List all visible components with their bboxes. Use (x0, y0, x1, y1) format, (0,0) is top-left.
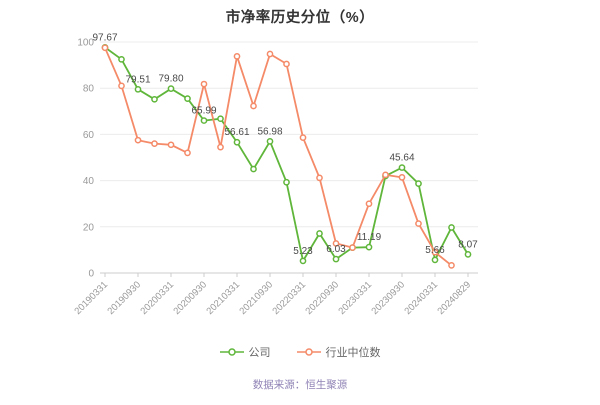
x-axis-label: 20220930 (303, 279, 341, 317)
y-axis-label: 0 (88, 269, 94, 280)
data-point-行业中位数 (299, 134, 307, 141)
data-point-公司 (250, 165, 257, 173)
data-point-公司 (167, 85, 175, 93)
legend-label: 公司 (248, 347, 271, 359)
y-axis-label: 40 (83, 176, 95, 187)
data-label: 79.51 (125, 74, 150, 85)
data-label: 56.98 (257, 126, 282, 137)
data-point-行业中位数 (349, 244, 356, 251)
data-point-行业中位数 (250, 102, 257, 110)
legend-item-公司[interactable]: 公司 (219, 344, 271, 360)
data-point-公司 (316, 230, 323, 237)
data-point-公司 (134, 85, 142, 93)
y-axis-label: 20 (83, 222, 95, 233)
chart-legend: 公司 行业中位数 (0, 344, 600, 360)
data-point-公司 (365, 243, 373, 251)
data-point-公司 (431, 256, 439, 264)
data-point-行业中位数 (184, 149, 191, 157)
data-point-公司 (118, 55, 125, 63)
x-axis-label: 20210331 (204, 279, 242, 317)
x-axis-label: 20200930 (171, 279, 209, 317)
data-label: 6.03 (326, 244, 346, 255)
legend-marker-icon (296, 348, 321, 356)
data-point-公司 (398, 164, 406, 171)
x-axis-label: 20240331 (402, 279, 440, 317)
data-point-公司 (415, 180, 422, 187)
x-axis-label: 20190930 (105, 279, 143, 317)
data-label: 45.64 (389, 153, 414, 164)
data-point-公司 (151, 95, 158, 103)
y-axis-label: 80 (83, 84, 95, 95)
data-point-行业中位数 (266, 50, 274, 58)
data-point-行业中位数 (167, 141, 175, 149)
data-label: 5.66 (425, 245, 445, 256)
x-axis-label: 20220331 (270, 279, 308, 317)
data-point-公司 (233, 138, 241, 146)
x-axis-label: 20230331 (336, 279, 374, 317)
data-point-行业中位数 (283, 60, 290, 68)
data-point-公司 (332, 255, 340, 263)
data-label: 8.07 (458, 239, 478, 250)
series-line-行业中位数 (104, 47, 453, 267)
legend-item-行业中位数[interactable]: 行业中位数 (296, 344, 381, 360)
data-label: 79.80 (158, 74, 183, 85)
data-point-行业中位数 (431, 248, 439, 256)
data-label: 65.99 (191, 106, 216, 117)
data-point-行业中位数 (382, 171, 389, 179)
data-point-行业中位数 (200, 80, 208, 88)
data-label: 5.23 (293, 246, 313, 257)
data-point-行业中位数 (415, 220, 422, 227)
data-point-行业中位数 (134, 136, 142, 144)
data-point-行业中位数 (398, 174, 406, 181)
chart-title: 市净率历史分位（%） (225, 10, 375, 26)
y-axis-label: 100 (77, 38, 94, 49)
data-point-公司 (464, 251, 472, 258)
data-label: 11.19 (357, 232, 382, 243)
x-axis-label: 20190331 (72, 279, 110, 317)
legend-marker-icon (219, 348, 244, 356)
data-point-行业中位数 (316, 174, 323, 182)
x-axis-label: 20240829 (435, 279, 473, 317)
x-axis-label: 20200331 (138, 279, 176, 317)
data-point-行业中位数 (233, 52, 241, 60)
legend-label: 行业中位数 (325, 347, 381, 359)
data-point-公司 (266, 138, 274, 145)
data-point-公司 (299, 257, 307, 265)
data-point-行业中位数 (365, 200, 373, 208)
x-axis-label: 20230930 (369, 279, 407, 317)
data-point-公司 (448, 224, 455, 231)
y-axis-label: 60 (83, 130, 95, 141)
x-axis-label: 20210930 (237, 279, 275, 317)
data-point-行业中位数 (332, 240, 340, 247)
data-point-行业中位数 (118, 82, 125, 90)
data-point-行业中位数 (151, 140, 158, 147)
data-point-行业中位数 (101, 44, 109, 52)
data-point-公司 (184, 95, 191, 102)
data-point-公司 (200, 117, 208, 124)
data-label: 97.67 (92, 32, 117, 43)
data-source: 数据来源：恒生聚源 (252, 379, 348, 391)
data-point-行业中位数 (448, 262, 455, 269)
data-label: 56.61 (224, 127, 249, 138)
line-chart: 0 20 40 60 80 100 2019033120190930202003312020… (72, 32, 478, 317)
data-point-公司 (217, 115, 224, 123)
data-point-公司 (283, 178, 290, 186)
data-point-行业中位数 (217, 143, 224, 151)
